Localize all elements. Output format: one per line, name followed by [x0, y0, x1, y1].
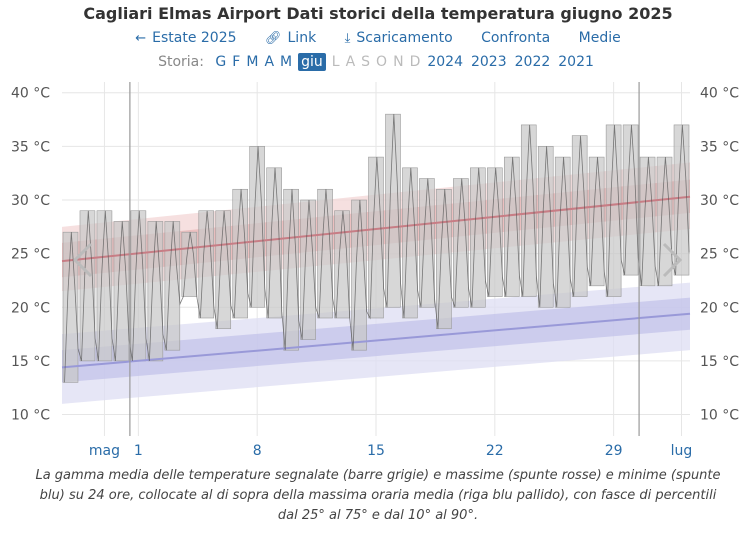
- y-tick-label-right: 10 °C: [700, 408, 739, 424]
- temperature-chart: 10 °C 10 °C 15 °C 15 °C 20 °C 20 °C 25 °C 25 °C…: [11, 82, 739, 459]
- arrow-left-icon: ←: [135, 31, 147, 46]
- chevron-right-icon[interactable]: [662, 242, 683, 278]
- day-bar: [385, 113, 401, 308]
- history-month-8: S: [361, 54, 371, 70]
- y-tick-label-right: 20 °C: [700, 300, 739, 316]
- y-tick-label-left: 20 °C: [11, 300, 50, 316]
- x-tick-label: 29: [605, 443, 623, 459]
- x-tick-label: 15: [367, 443, 385, 459]
- day-bar: [588, 156, 605, 287]
- history-month-3[interactable]: A: [264, 54, 275, 70]
- day-bar: [605, 124, 622, 297]
- avg-low-line: [61, 312, 691, 369]
- hourly-temperature-line: [64, 114, 690, 383]
- day-bar: [436, 188, 452, 330]
- day-bar: [453, 178, 469, 308]
- y-tick-label-right: 30 °C: [700, 193, 739, 209]
- day-bar: [164, 221, 181, 351]
- day-bar: [351, 199, 367, 351]
- day-bar: [503, 156, 520, 297]
- day-bar: [317, 188, 333, 319]
- day-bar: [622, 124, 639, 276]
- download-label: Scaricamento: [356, 30, 453, 46]
- y-tick-label-left: 40 °C: [11, 86, 50, 102]
- day-bar: [249, 146, 265, 308]
- day-bar: [368, 156, 384, 319]
- day-bar: [639, 156, 656, 287]
- day-bar: [487, 167, 503, 297]
- day-bar: [656, 156, 673, 287]
- day-bar: [419, 178, 435, 308]
- history-year-2021[interactable]: 2021: [558, 54, 594, 70]
- history-month-6: L: [331, 54, 340, 70]
- link-icon: 🔗︎: [264, 31, 282, 46]
- averages-link[interactable]: Medie: [578, 30, 621, 46]
- y-tick-label-left: 30 °C: [11, 193, 50, 209]
- day-bar: [215, 210, 232, 330]
- day-bar: [96, 210, 113, 362]
- avg-high-line: [61, 195, 691, 263]
- history-year-2024[interactable]: 2024: [427, 54, 463, 70]
- history-month-0[interactable]: G: [215, 54, 227, 70]
- day-bar: [266, 167, 282, 319]
- day-bar: [79, 210, 96, 362]
- prev-period-link[interactable]: ← Estate 2025: [135, 30, 236, 46]
- y-tick-label-right: 25 °C: [700, 247, 739, 263]
- day-bar: [571, 135, 588, 297]
- compare-link[interactable]: Confronta: [481, 30, 551, 46]
- y-tick-label-left: 35 °C: [11, 139, 50, 155]
- y-tick-label-left: 10 °C: [11, 408, 50, 424]
- x-tick-label: lug: [671, 443, 693, 459]
- day-bar: [537, 146, 554, 308]
- day-bar: [334, 210, 350, 319]
- day-bar: [232, 188, 249, 319]
- download-icon: ⤓: [344, 31, 351, 46]
- x-tick-label: 22: [486, 443, 504, 459]
- history-month-7: A: [345, 54, 356, 70]
- day-bar: [520, 124, 537, 297]
- history-year-2022[interactable]: 2022: [514, 54, 551, 70]
- x-tick-label: mag: [89, 443, 120, 459]
- link-label: Link: [287, 30, 317, 46]
- history-month-10: N: [393, 54, 404, 70]
- y-tick-label-right: 15 °C: [700, 354, 739, 370]
- history-month-1[interactable]: F: [232, 54, 241, 70]
- chevron-left-icon[interactable]: [72, 242, 93, 278]
- x-tick-label: 1: [134, 443, 143, 459]
- download-button[interactable]: ⤓ Scaricamento: [345, 30, 453, 46]
- y-tick-label-left: 15 °C: [11, 354, 50, 370]
- history-month-9: O: [376, 54, 388, 70]
- day-bar: [470, 167, 486, 308]
- x-tick-label: 8: [253, 443, 262, 459]
- chart-caption: La gamma media delle temperature segnala…: [35, 468, 721, 523]
- y-tick-label-right: 35 °C: [700, 139, 739, 155]
- page-title: Cagliari Elmas Airport Dati storici dell…: [83, 4, 673, 23]
- history-year-2023[interactable]: 2023: [470, 54, 507, 70]
- day-bar: [147, 221, 164, 362]
- history-month-5[interactable]: giu: [298, 53, 326, 71]
- toolbar: ← Estate 2025 🔗︎ Link ⤓ Scaricamento Confro…: [0, 30, 756, 46]
- history-label: Storia:: [158, 54, 204, 70]
- history-month-11: D: [409, 54, 421, 70]
- prev-period-label: Estate 2025: [152, 30, 237, 46]
- day-bar: [673, 124, 690, 276]
- link-button[interactable]: 🔗︎ Link: [265, 30, 316, 46]
- day-bar: [198, 210, 215, 319]
- history-month-4[interactable]: M: [280, 54, 293, 70]
- history-month-2[interactable]: M: [246, 54, 259, 70]
- y-tick-label-left: 25 °C: [11, 247, 50, 263]
- day-bar: [402, 167, 418, 319]
- day-bar: [62, 231, 79, 383]
- day-bar: [283, 188, 299, 351]
- day-bar: [554, 156, 571, 308]
- y-tick-label-right: 40 °C: [700, 86, 739, 102]
